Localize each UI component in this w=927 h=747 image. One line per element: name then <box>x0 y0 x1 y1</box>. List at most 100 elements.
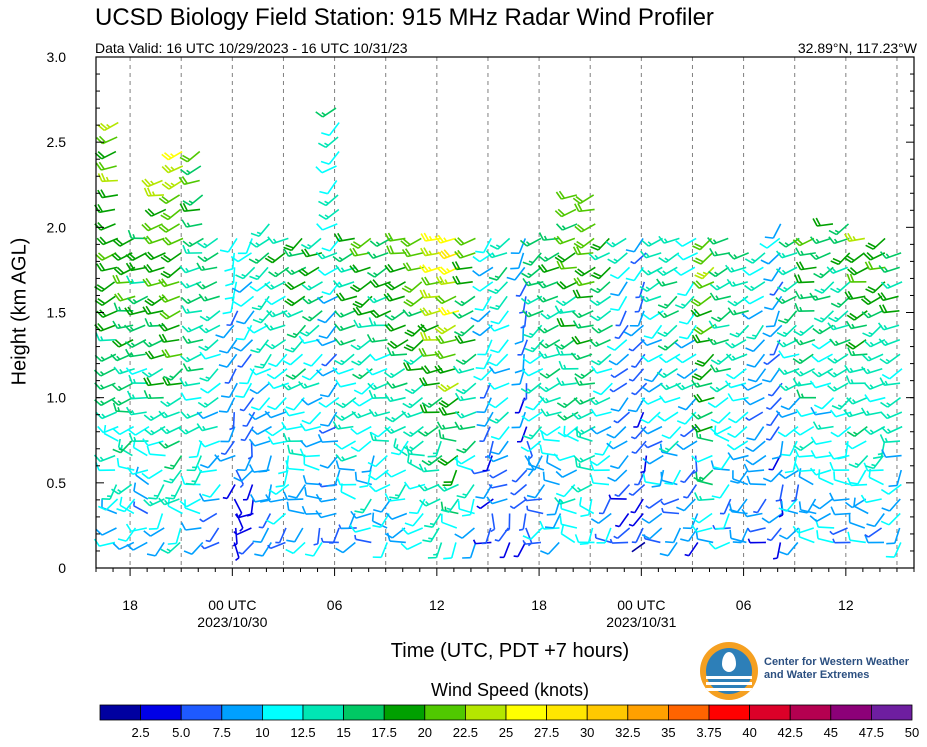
wind-barb <box>846 425 868 438</box>
wind-barb <box>513 542 527 558</box>
wind-barb <box>811 368 834 378</box>
wind-barb <box>628 483 646 496</box>
wind-barb <box>180 522 202 531</box>
wind-barb <box>676 440 698 451</box>
wind-barb <box>372 542 388 559</box>
wind-barb <box>320 151 340 165</box>
wind-barb <box>524 339 545 353</box>
wind-barb <box>350 339 372 351</box>
wind-barb <box>456 484 475 499</box>
wind-barb <box>691 411 713 420</box>
colorbar-swatch <box>221 704 263 721</box>
wind-barb <box>742 266 764 276</box>
wind-barb <box>367 382 389 391</box>
wind-barb <box>590 310 612 322</box>
wind-barb <box>221 382 238 399</box>
wind-barb <box>353 319 375 329</box>
wind-barb <box>486 496 508 505</box>
wind-barb <box>462 542 477 559</box>
wind-barb <box>264 252 286 264</box>
wind-barb <box>862 324 883 338</box>
wind-barb <box>514 325 525 345</box>
wind-barb <box>725 353 748 362</box>
wind-barb <box>181 305 203 314</box>
wind-barb <box>526 484 546 499</box>
wind-barb <box>710 310 732 323</box>
wind-barb <box>188 440 203 459</box>
wind-barb <box>384 310 406 321</box>
wind-barb <box>117 527 137 542</box>
wind-barb <box>144 425 166 436</box>
wind-barb <box>860 407 882 416</box>
wind-barb <box>164 455 183 470</box>
colorbar-label: 12.5 <box>290 725 315 740</box>
wind-barb <box>452 310 474 319</box>
wind-barb <box>574 425 596 435</box>
wind-barb <box>93 454 116 463</box>
wind-barb <box>610 281 628 297</box>
wind-barb <box>715 513 730 530</box>
wind-barb <box>845 339 867 350</box>
wind-barb <box>126 466 149 476</box>
wind-barb <box>179 150 201 163</box>
wind-barb <box>845 320 867 330</box>
wind-barb <box>725 339 747 349</box>
wind-barb <box>847 347 868 357</box>
wind-barb <box>692 237 713 251</box>
wind-barb <box>844 498 867 509</box>
wind-barb <box>572 289 593 299</box>
wind-barb <box>781 440 798 457</box>
wind-barb <box>319 455 339 469</box>
wind-barb <box>538 252 560 262</box>
wind-barb <box>384 393 406 403</box>
wind-barb <box>283 248 305 257</box>
wind-barb <box>880 411 903 420</box>
wind-barb <box>473 368 494 381</box>
wind-barb <box>125 275 147 285</box>
wind-barb <box>709 382 731 393</box>
wind-barb <box>707 397 729 409</box>
wind-barb <box>443 542 457 560</box>
wind-barb <box>165 484 182 500</box>
data-valid-range: Data Valid: 16 UTC 10/29/2023 - 16 UTC 1… <box>95 40 408 56</box>
wind-barb <box>692 252 714 265</box>
wind-barb <box>510 252 525 270</box>
wind-barb <box>281 310 304 318</box>
wind-barb <box>845 440 867 450</box>
wind-barb <box>125 252 147 262</box>
wind-barb <box>366 251 389 259</box>
wind-barb <box>812 498 833 510</box>
colorbar-label: 45 <box>824 725 838 740</box>
wind-barb <box>764 223 782 239</box>
wind-barb <box>831 397 852 410</box>
wind-barb <box>301 505 322 515</box>
wind-barb <box>680 469 696 484</box>
wind-barb <box>332 366 354 375</box>
wind-barb <box>579 527 594 546</box>
colorbar-swatch <box>302 704 344 721</box>
wind-barb <box>510 238 527 255</box>
wind-barb <box>658 252 680 264</box>
wind-barb <box>727 295 749 307</box>
wind-barb <box>861 353 884 362</box>
wind-barb <box>167 497 183 515</box>
wind-barb <box>676 498 696 512</box>
wind-barb <box>490 513 496 533</box>
wind-barb <box>539 425 561 437</box>
wind-barb <box>146 445 166 457</box>
wind-barb <box>536 294 559 303</box>
wind-barb <box>401 248 424 258</box>
wind-barb <box>881 498 901 512</box>
wind-barb <box>454 454 476 465</box>
wind-barb <box>427 440 442 458</box>
wind-barb <box>812 217 834 227</box>
wind-barb <box>844 232 865 242</box>
wind-barb <box>383 292 405 302</box>
wind-barb <box>573 237 595 249</box>
wind-barb <box>125 348 146 358</box>
wind-barb <box>401 281 423 293</box>
wind-barb <box>539 395 561 404</box>
wind-barb <box>792 353 814 365</box>
wind-barb <box>589 425 612 435</box>
wind-barb <box>384 232 406 242</box>
